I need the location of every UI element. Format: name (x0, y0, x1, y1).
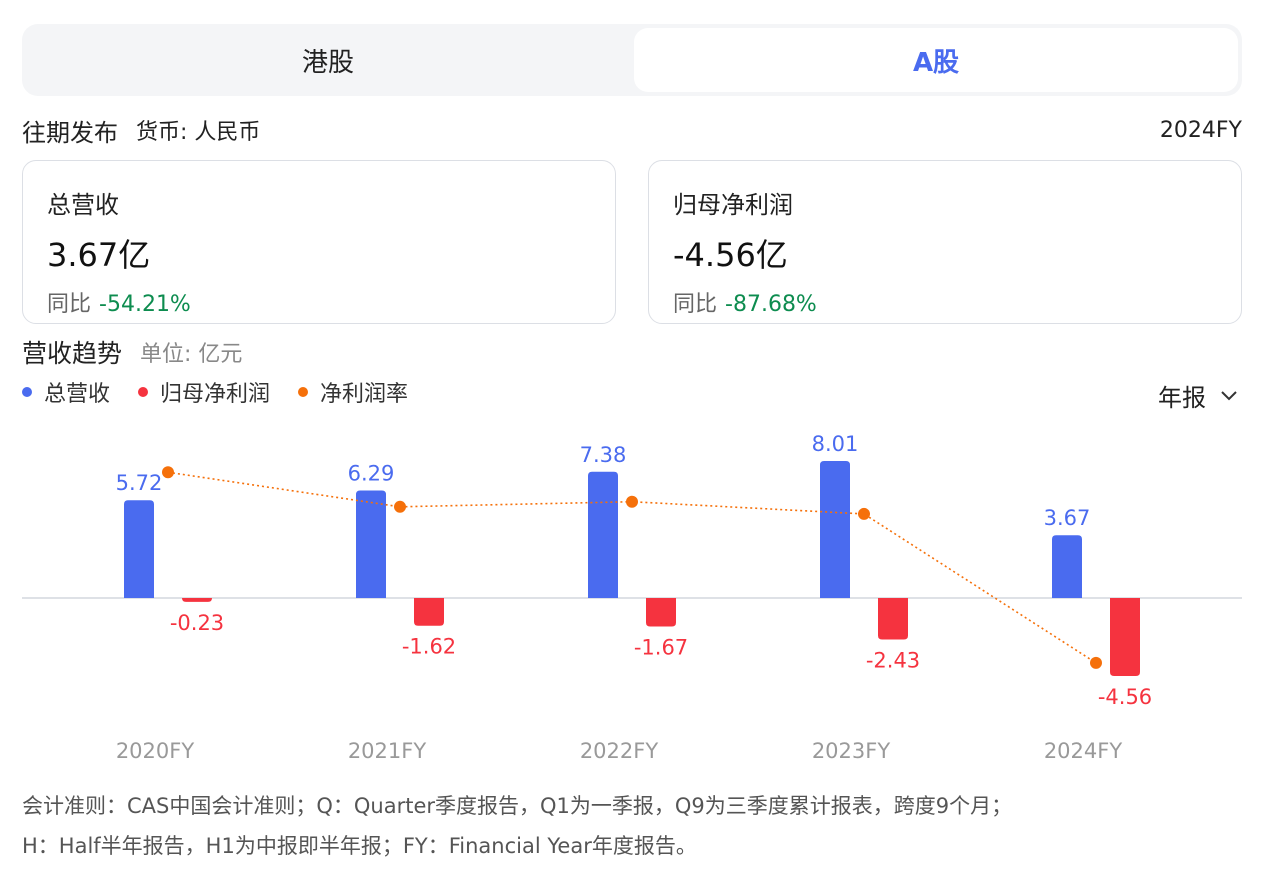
legend-dot-revenue (22, 387, 32, 397)
trend-title: 营收趋势 (22, 339, 123, 368)
revenue-value: 3.67亿 (47, 236, 151, 274)
legend-dot-net-profit (138, 387, 149, 397)
market-tabs: 港股 A股 (22, 24, 1242, 96)
net-margin-point-2022FY (626, 495, 638, 508)
legend-label-revenue: 总营收 (44, 382, 111, 407)
net-profit-yoy-value: -87.68% (725, 292, 817, 317)
footnote: 会计准则：CAS中国会计准则；Q：Quarter季度报告，Q1为一季报，Q9为三… (22, 786, 1252, 866)
revenue-label: 总营收 (47, 191, 119, 219)
tab-a-stock[interactable]: A股 (634, 28, 1238, 92)
net-profit-label: 归母净利润 (673, 191, 793, 219)
net-profit-yoy: 同比 -87.68% (673, 286, 1217, 318)
chevron-down-icon (1221, 390, 1237, 400)
x-tick-label-2020FY: 2020FY (116, 739, 195, 763)
revenue-yoy: 同比 -54.21% (47, 286, 591, 318)
currency-label: 货币: 人民币 (136, 120, 261, 145)
net-margin-point-2020FY (162, 466, 174, 479)
net-profit-value-label-2024FY: -4.56 (1098, 685, 1152, 709)
period-row: 往期发布 货币: 人民币 2024FY (22, 112, 1242, 148)
revenue-bar-2020FY (124, 500, 154, 598)
legend-item-revenue[interactable]: 总营收 (22, 376, 110, 408)
x-tick-label-2022FY: 2022FY (580, 739, 659, 763)
period-title: 往期发布 (22, 118, 118, 147)
net-margin-point-2024FY (1090, 656, 1102, 669)
revenue-bar-2022FY (588, 471, 618, 598)
tab-hk-stock[interactable]: 港股 (301, 47, 354, 78)
footnote-line-1: 会计准则：CAS中国会计准则；Q：Quarter季度报告，Q1为一季报，Q9为三… (22, 794, 1013, 818)
x-tick-label-2021FY: 2021FY (348, 739, 427, 763)
revenue-card: 总营收 3.67亿 同比 -54.21% (22, 160, 616, 324)
revenue-value-label-2020FY: 5.72 (116, 471, 163, 495)
x-tick-label-2024FY: 2024FY (1044, 739, 1123, 763)
report-period-select[interactable]: 年报 (1158, 378, 1238, 413)
revenue-bar-2024FY (1052, 535, 1082, 598)
revenue-bar-2023FY (820, 461, 850, 598)
net-profit-bar-2021FY (414, 598, 444, 626)
net-profit-bar-2023FY (878, 598, 908, 640)
legend-item-margin[interactable]: 净利润率 (298, 376, 408, 408)
chart-legend: 总营收 归母净利润 净利润率 (22, 376, 436, 408)
revenue-value-label-2023FY: 8.01 (812, 432, 859, 456)
revenue-trend-chart: 5.72 -0.23 2020FY 6.29 -1.62 2021FY 7.38 -1.67 2… (22, 432, 1242, 763)
net-profit-value-label-2020FY: -0.23 (170, 611, 224, 635)
revenue-value-label-2024FY: 3.67 (1044, 506, 1091, 530)
legend-dot-margin (298, 387, 309, 397)
legend-label-margin: 净利润率 (320, 382, 409, 407)
net-profit-bar-2024FY (1110, 598, 1140, 676)
net-profit-value-label-2023FY: -2.43 (866, 649, 920, 673)
revenue-bar-2021FY (356, 490, 386, 598)
legend-item-net-profit[interactable]: 归母净利润 (138, 376, 270, 408)
net-profit-bar-2022FY (646, 598, 676, 627)
net-profit-card: 归母净利润 -4.56亿 同比 -87.68% (648, 160, 1242, 324)
net-margin-point-2023FY (858, 507, 870, 520)
net-margin-point-2021FY (394, 500, 406, 513)
net-profit-yoy-label: 同比 (673, 292, 718, 317)
revenue-value-label-2022FY: 7.38 (580, 443, 627, 467)
net-profit-value: -4.56亿 (673, 236, 788, 274)
net-profit-value-label-2022FY: -1.67 (634, 636, 688, 660)
net-profit-bar-2020FY (182, 598, 212, 602)
report-period-label: 年报 (1158, 384, 1206, 412)
trend-unit: 单位: 亿元 (140, 342, 243, 367)
x-tick-label-2023FY: 2023FY (812, 739, 891, 763)
revenue-yoy-label: 同比 (47, 292, 92, 317)
trend-header: 营收趋势 单位: 亿元 (22, 334, 242, 370)
revenue-yoy-value: -54.21% (99, 292, 191, 317)
fiscal-period-select[interactable]: 2024FY (1159, 117, 1242, 143)
revenue-value-label-2021FY: 6.29 (348, 461, 395, 485)
legend-label-net-profit: 归母净利润 (160, 382, 271, 407)
net-profit-value-label-2021FY: -1.62 (402, 635, 456, 659)
footnote-line-2: H：Half半年报告，H1为中报即半年报；FY：Financial Year年度… (22, 834, 697, 858)
